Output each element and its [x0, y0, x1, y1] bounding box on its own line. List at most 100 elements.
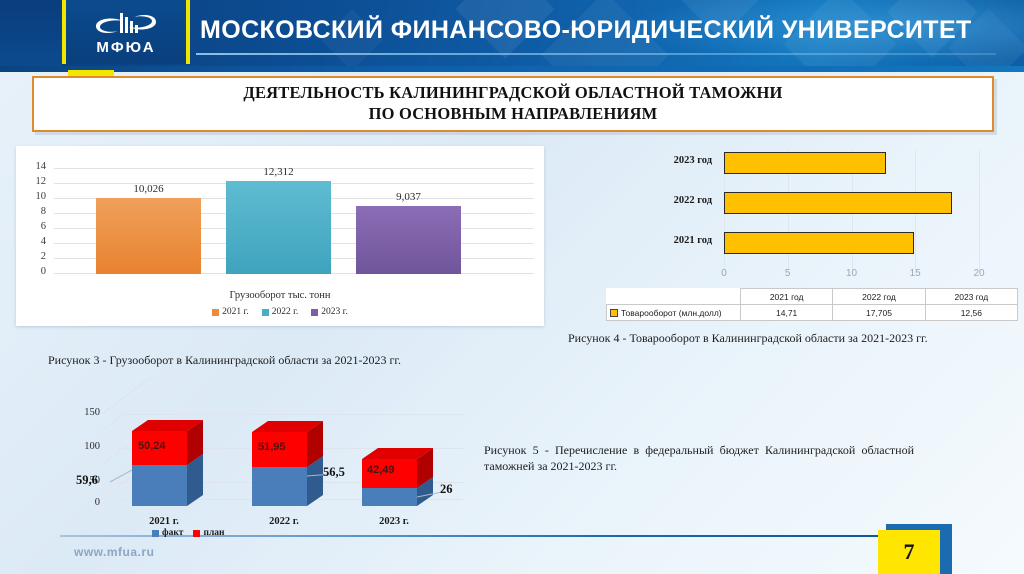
x-axis-tick: 0 [721, 268, 727, 279]
legend-item-fakt[interactable]: факт [152, 528, 183, 538]
category-label-2023: 2023 г. [379, 516, 409, 527]
table-header-2023: 2023 год [924, 288, 1019, 305]
y-axis-tick: 2 [40, 251, 46, 262]
leader-line [416, 491, 443, 498]
bar-2022[interactable] [226, 181, 331, 274]
chart-5-columns [109, 420, 443, 506]
fact-label-2021: 59,6 [76, 473, 98, 487]
legend-item-2022[interactable]: 2022 г. [261, 307, 299, 317]
table-header-row: 2021 год 2022 год 2023 год [607, 288, 1019, 305]
legend-swatch-icon [212, 308, 220, 316]
legend-label: 2021 г. [222, 307, 249, 317]
page-title-line1: ДЕЯТЕЛЬНОСТЬ КАЛИНИНГРАДСКОЙ ОБЛАСТНОЙ Т… [243, 83, 783, 103]
y-axis-tick: 150 [84, 407, 100, 418]
category-label-2022: 2022 год [673, 195, 712, 206]
page-number-badge: 7 [878, 530, 940, 574]
legend-label: факт [162, 528, 184, 538]
x-axis-tick: 10 [845, 268, 858, 279]
x-axis-tick: 15 [909, 268, 921, 279]
legend-item-2021[interactable]: 2021 г. [212, 307, 249, 317]
header-underline [196, 53, 996, 55]
university-logo: МФЮА [62, 0, 190, 64]
chart-5-depth-lines [101, 378, 152, 500]
figure-5-caption: Рисунок 5 - Перечисление в федеральный б… [484, 443, 914, 474]
logo-label: МФЮА [96, 39, 156, 56]
y-axis-tick: 6 [40, 221, 46, 232]
category-label-2021: 2021 г. [149, 516, 179, 527]
series-swatch-icon [610, 309, 618, 318]
bar-2022[interactable] [724, 192, 952, 214]
x-axis-title: Грузооборот тыс. тонн [229, 290, 331, 301]
series-name: Товарооборот (млн.долл) [621, 307, 722, 318]
chart-3-card: 14 12 10 8 6 4 2 0 10,026 12,312 9,037 Г… [16, 146, 544, 326]
legend-swatch-icon [193, 529, 201, 537]
gridline [979, 150, 980, 270]
legend-swatch-icon [311, 308, 319, 316]
y-axis-tick: 12 [35, 176, 47, 187]
category-label-2022: 2022 г. [269, 516, 299, 527]
leader-line [109, 469, 133, 483]
mfua-building-logo-icon [96, 13, 156, 34]
x-axis-tick: 20 [973, 268, 985, 279]
slide-title-plate: ДЕЯТЕЛЬНОСТЬ КАЛИНИНГРАДСКОЙ ОБЛАСТНОЙ Т… [32, 76, 994, 132]
y-axis-tick: 100 [84, 441, 100, 452]
chart-5-legend: факт план [152, 528, 225, 538]
page-title-line2: ПО ОСНОВНЫМ НАПРАВЛЕНИЯМ [368, 104, 658, 123]
leader-line [306, 473, 333, 477]
fact-label-2023: 26 [440, 482, 453, 496]
page-title: ДЕЯТЕЛЬНОСТЬ КАЛИНИНГРАДСКОЙ ОБЛАСТНОЙ Т… [243, 83, 782, 124]
legend-label: 2023 г. [321, 307, 348, 317]
bar-2023[interactable] [356, 206, 461, 274]
figure-4-caption: Рисунок 4 - Товарооборот в Калининградск… [568, 331, 928, 345]
figure-3-caption: Рисунок 3 - Грузооборот в Калининградско… [48, 353, 402, 367]
plan-label-2021: 50,24 [138, 440, 166, 452]
legend-label: план [203, 528, 225, 538]
plan-label-2023: 42,49 [367, 464, 395, 476]
data-label-2023: 9,037 [396, 191, 421, 203]
y-axis-tick: 50 [89, 475, 101, 486]
legend-label: 2022 г. [271, 307, 299, 317]
bar-2021[interactable] [724, 232, 914, 254]
y-axis-tick: 8 [40, 206, 46, 217]
footer-divider [60, 535, 944, 537]
title-accent-tab [68, 70, 114, 78]
plan-label-2022: 51,95 [258, 441, 286, 453]
gridline [54, 168, 534, 169]
category-label-2021: 2021 год [673, 235, 712, 246]
table-corner-cell [607, 289, 741, 305]
chart-3-legend: 2021 г. 2022 г. 2023 г. [16, 307, 544, 317]
x-axis-tick: 5 [784, 268, 791, 279]
fact-label-2022: 56,5 [323, 465, 345, 479]
legend-swatch-icon [152, 529, 159, 537]
y-axis-tick: 14 [35, 161, 47, 172]
category-label-2023: 2023 год [673, 155, 712, 166]
table-cell-2023: 12,56 [924, 304, 1019, 321]
legend-item-2023[interactable]: 2023 г. [311, 307, 348, 317]
bar-2023[interactable] [724, 152, 886, 174]
chart-5: 150 100 50 0 [70, 378, 470, 546]
y-axis-tick: 0 [40, 266, 46, 277]
university-name: МОСКОВСКИЙ ФИНАНСОВО-ЮРИДИЧЕСКИЙ УНИВЕРС… [200, 16, 972, 44]
footer-website: www.mfua.ru [74, 545, 155, 559]
header-bottom-bar [0, 66, 1024, 72]
column-2023[interactable] [362, 448, 433, 506]
table-series-name-cell: Товарооборот (млн.долл) [606, 304, 741, 321]
y-axis-tick: 0 [94, 497, 100, 508]
page-header: МФЮА МОСКОВСКИЙ ФИНАНСОВО-ЮРИДИЧЕСКИЙ УН… [0, 0, 1024, 66]
table-header-2021: 2021 год [739, 288, 834, 305]
column-2021[interactable] [132, 420, 203, 506]
chart-4: 2023 год 2022 год 2021 год 0 5 10 15 20 … [606, 142, 1019, 322]
table-row: Товарооборот (млн.долл) 14,71 17,705 12,… [606, 304, 1019, 321]
header-glow [604, 0, 1024, 66]
y-axis-tick: 10 [35, 191, 47, 202]
table-cell-2021: 14,71 [739, 304, 834, 321]
column-2022[interactable] [252, 421, 323, 506]
legend-item-plan[interactable]: план [193, 528, 225, 538]
bar-2021[interactable] [96, 198, 201, 274]
legend-swatch-icon [261, 308, 269, 316]
table-cell-2022: 17,705 [832, 304, 926, 321]
data-label-2022: 12,312 [263, 166, 294, 178]
table-header-2022: 2022 год [832, 288, 926, 305]
header-left-block [0, 0, 62, 66]
y-axis-tick: 4 [40, 236, 46, 247]
